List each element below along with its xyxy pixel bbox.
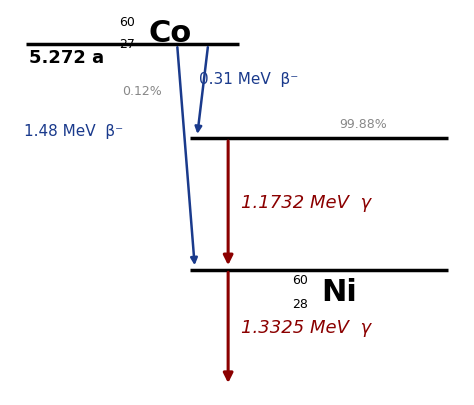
- Text: 1.3325 MeV  γ: 1.3325 MeV γ: [241, 318, 372, 337]
- Text: 1.48 MeV  β⁻: 1.48 MeV β⁻: [24, 124, 123, 139]
- Text: 99.88%: 99.88%: [339, 118, 387, 131]
- Text: 1.1732 MeV  γ: 1.1732 MeV γ: [241, 194, 372, 211]
- Text: 5.272 a: 5.272 a: [28, 49, 104, 67]
- Text: 60: 60: [119, 16, 135, 29]
- Text: 60: 60: [292, 273, 308, 286]
- Text: 27: 27: [119, 38, 135, 51]
- Text: Co: Co: [148, 19, 191, 48]
- Text: Ni: Ni: [321, 277, 357, 306]
- Text: 0.12%: 0.12%: [122, 85, 162, 98]
- Text: 28: 28: [292, 297, 308, 310]
- Text: 0.31 MeV  β⁻: 0.31 MeV β⁻: [199, 72, 299, 87]
